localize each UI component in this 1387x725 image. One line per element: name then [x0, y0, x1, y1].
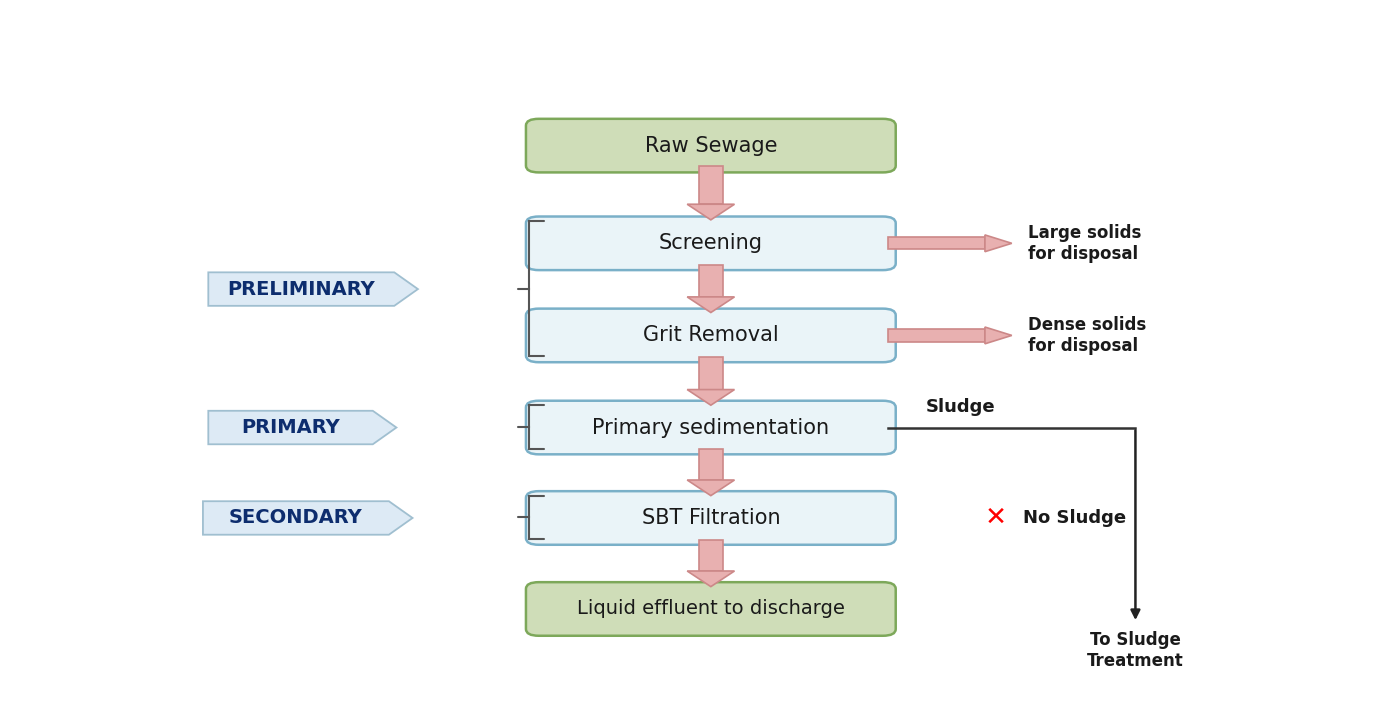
Text: To Sludge
Treatment: To Sludge Treatment [1087, 631, 1184, 670]
FancyBboxPatch shape [888, 237, 985, 249]
Text: SECONDARY: SECONDARY [229, 508, 363, 528]
FancyBboxPatch shape [526, 401, 896, 455]
Polygon shape [203, 501, 412, 535]
Text: No Sludge: No Sludge [1022, 509, 1126, 527]
Polygon shape [687, 389, 735, 405]
Polygon shape [208, 273, 417, 306]
Polygon shape [985, 235, 1011, 252]
FancyBboxPatch shape [699, 539, 723, 571]
FancyBboxPatch shape [526, 217, 896, 270]
Text: Sludge: Sludge [925, 398, 996, 416]
Text: Primary sedimentation: Primary sedimentation [592, 418, 829, 437]
FancyBboxPatch shape [526, 491, 896, 544]
Text: SBT Filtration: SBT Filtration [642, 508, 779, 528]
FancyBboxPatch shape [526, 119, 896, 173]
Text: Raw Sewage: Raw Sewage [645, 136, 777, 156]
Text: PRELIMINARY: PRELIMINARY [227, 280, 374, 299]
Polygon shape [687, 204, 735, 220]
FancyBboxPatch shape [699, 449, 723, 480]
Polygon shape [208, 411, 397, 444]
Text: Dense solids
for disposal: Dense solids for disposal [1028, 316, 1146, 355]
FancyBboxPatch shape [699, 265, 723, 297]
Text: Screening: Screening [659, 233, 763, 253]
Text: Grit Removal: Grit Removal [644, 326, 778, 345]
FancyBboxPatch shape [699, 166, 723, 204]
Text: Large solids
for disposal: Large solids for disposal [1028, 224, 1142, 262]
Text: PRIMARY: PRIMARY [241, 418, 340, 437]
Polygon shape [687, 571, 735, 587]
Polygon shape [687, 480, 735, 496]
Text: Liquid effluent to discharge: Liquid effluent to discharge [577, 600, 845, 618]
Text: ✕: ✕ [985, 505, 1007, 531]
Polygon shape [985, 327, 1011, 344]
FancyBboxPatch shape [526, 309, 896, 362]
FancyBboxPatch shape [888, 329, 985, 341]
FancyBboxPatch shape [526, 582, 896, 636]
FancyBboxPatch shape [699, 357, 723, 389]
Polygon shape [687, 297, 735, 312]
